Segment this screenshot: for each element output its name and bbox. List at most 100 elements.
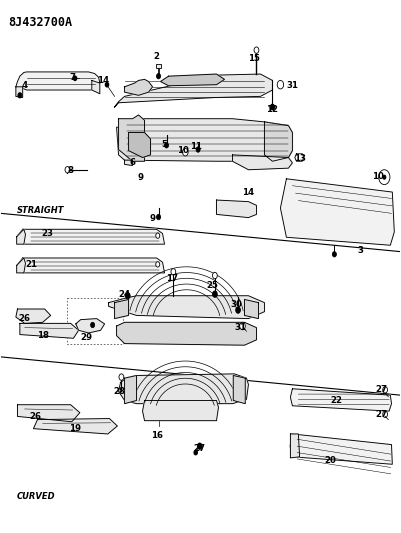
Polygon shape [290, 434, 300, 458]
Polygon shape [280, 179, 394, 245]
Polygon shape [17, 229, 26, 244]
Text: 6: 6 [130, 158, 136, 167]
Circle shape [383, 386, 387, 393]
Text: 12: 12 [266, 105, 278, 114]
Polygon shape [245, 300, 258, 319]
Polygon shape [17, 229, 164, 244]
Polygon shape [125, 160, 133, 165]
Polygon shape [117, 119, 292, 161]
Circle shape [73, 76, 77, 80]
Polygon shape [295, 154, 304, 161]
Text: 10: 10 [176, 146, 188, 155]
Polygon shape [16, 72, 100, 90]
Text: 30: 30 [231, 300, 242, 309]
Circle shape [182, 149, 188, 156]
Circle shape [270, 104, 274, 110]
Polygon shape [233, 375, 245, 403]
Text: 9: 9 [150, 214, 156, 223]
Text: 24: 24 [119, 290, 131, 299]
Text: 5: 5 [162, 140, 168, 149]
Polygon shape [125, 79, 152, 95]
Polygon shape [17, 258, 164, 273]
Polygon shape [92, 80, 100, 94]
Polygon shape [119, 115, 144, 161]
Text: 27: 27 [375, 385, 387, 394]
Bar [156, 64, 161, 68]
Text: 2: 2 [154, 52, 160, 61]
Polygon shape [129, 133, 150, 158]
Circle shape [383, 411, 387, 417]
Text: 29: 29 [81, 333, 93, 342]
Text: 10: 10 [373, 172, 384, 181]
Circle shape [236, 307, 241, 313]
Text: 14: 14 [242, 188, 255, 197]
Circle shape [156, 233, 160, 238]
Text: 27: 27 [375, 410, 387, 419]
Circle shape [194, 450, 197, 455]
Polygon shape [16, 309, 51, 324]
Circle shape [91, 322, 95, 328]
Text: CURVED: CURVED [17, 491, 55, 500]
Text: 14: 14 [97, 76, 109, 85]
Polygon shape [115, 300, 129, 319]
Text: 7: 7 [69, 73, 76, 82]
Polygon shape [16, 87, 23, 98]
Text: 26: 26 [29, 412, 41, 421]
Text: 16: 16 [150, 431, 162, 440]
Text: STRAIGHT: STRAIGHT [17, 206, 64, 215]
Text: 17: 17 [166, 273, 178, 282]
Polygon shape [125, 375, 137, 403]
Circle shape [277, 80, 284, 89]
Polygon shape [115, 74, 272, 107]
Text: 21: 21 [26, 261, 38, 269]
Text: 25: 25 [207, 280, 219, 289]
Circle shape [213, 291, 217, 297]
Polygon shape [290, 389, 391, 411]
Circle shape [156, 214, 160, 220]
Circle shape [156, 74, 160, 79]
Circle shape [240, 322, 245, 330]
Circle shape [254, 47, 259, 53]
Text: 4: 4 [22, 81, 28, 90]
Text: 11: 11 [190, 142, 203, 151]
Text: 18: 18 [36, 331, 49, 340]
Polygon shape [143, 400, 219, 421]
Circle shape [119, 374, 124, 380]
Text: 27: 27 [193, 444, 205, 453]
Circle shape [171, 269, 176, 275]
Text: 28: 28 [114, 387, 126, 396]
Text: 8: 8 [68, 166, 74, 175]
Polygon shape [233, 155, 292, 169]
Text: 31: 31 [286, 81, 298, 90]
Circle shape [156, 262, 160, 267]
Polygon shape [264, 122, 292, 161]
Polygon shape [109, 296, 264, 319]
Polygon shape [217, 200, 257, 217]
Text: 19: 19 [69, 424, 81, 433]
Circle shape [383, 175, 386, 179]
Text: 23: 23 [42, 229, 54, 238]
Text: 13: 13 [294, 154, 306, 163]
Polygon shape [76, 319, 105, 333]
Text: 3: 3 [357, 246, 363, 255]
Polygon shape [290, 434, 392, 464]
Polygon shape [17, 258, 26, 273]
Circle shape [332, 252, 336, 257]
Circle shape [65, 166, 70, 173]
Polygon shape [117, 322, 257, 345]
Text: 22: 22 [330, 396, 342, 405]
Polygon shape [160, 74, 225, 86]
Polygon shape [20, 324, 79, 338]
Circle shape [197, 443, 202, 449]
Text: 31: 31 [235, 323, 247, 332]
Polygon shape [119, 374, 249, 403]
Polygon shape [33, 418, 117, 434]
Polygon shape [18, 405, 80, 422]
Circle shape [126, 293, 130, 299]
Text: 26: 26 [19, 314, 30, 323]
Circle shape [213, 272, 217, 279]
Circle shape [379, 169, 390, 184]
Text: 20: 20 [324, 456, 336, 465]
Circle shape [105, 83, 109, 87]
Text: 8J432700A: 8J432700A [8, 15, 72, 29]
